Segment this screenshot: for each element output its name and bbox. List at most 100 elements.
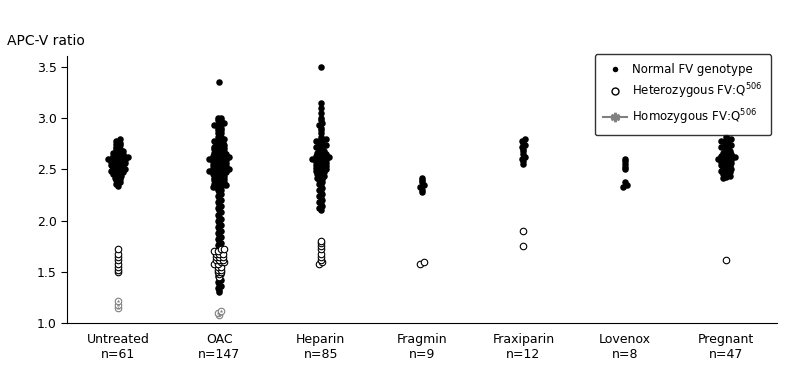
Point (112, 250, 124, 256)
Point (211, 146, 224, 152)
Point (113, 164, 126, 170)
Point (211, 269, 224, 275)
Point (216, 164, 229, 170)
Point (620, 182, 633, 188)
Point (211, 279, 224, 285)
Point (310, 165, 322, 171)
Point (723, 173, 736, 179)
Point (219, 160, 232, 166)
Point (519, 142, 531, 148)
Point (316, 146, 329, 152)
Point (208, 138, 221, 144)
Point (718, 144, 731, 150)
Point (210, 250, 223, 256)
Point (314, 110, 327, 116)
Point (314, 240, 327, 246)
Point (213, 208, 226, 214)
Point (519, 136, 531, 142)
Point (313, 158, 326, 164)
Point (313, 177, 326, 183)
Point (211, 174, 224, 180)
Point (105, 156, 117, 162)
Point (115, 173, 128, 179)
Point (722, 136, 734, 142)
Point (314, 117, 327, 123)
Point (617, 184, 630, 190)
Point (210, 156, 223, 162)
Point (516, 156, 528, 162)
Point (322, 154, 335, 160)
Point (112, 261, 124, 267)
Point (215, 148, 227, 154)
Point (215, 187, 227, 193)
Point (314, 105, 327, 111)
Point (215, 240, 227, 246)
Point (715, 159, 728, 165)
Point (313, 199, 326, 205)
Point (314, 253, 327, 259)
Point (213, 226, 226, 232)
Point (310, 156, 322, 162)
Point (517, 148, 530, 154)
Point (215, 253, 227, 259)
Point (219, 182, 232, 188)
Point (316, 143, 329, 149)
Point (110, 146, 123, 152)
Point (717, 150, 729, 156)
Point (314, 243, 327, 249)
Point (116, 151, 129, 157)
Point (314, 170, 327, 176)
Point (215, 115, 227, 121)
Point (313, 161, 326, 167)
Point (213, 195, 226, 201)
Point (218, 136, 230, 142)
Point (113, 142, 126, 148)
Point (215, 191, 227, 197)
Point (213, 269, 226, 275)
Point (213, 201, 226, 207)
Point (110, 138, 123, 144)
Point (725, 160, 737, 166)
Point (519, 154, 531, 160)
Point (110, 152, 123, 158)
Point (715, 162, 728, 168)
Point (313, 261, 326, 267)
Point (213, 232, 226, 238)
Point (416, 187, 428, 193)
Point (314, 250, 327, 256)
Point (720, 148, 733, 154)
Point (216, 166, 229, 172)
Point (206, 171, 219, 177)
Point (112, 183, 124, 189)
Point (310, 138, 322, 144)
Point (722, 146, 734, 152)
Point (306, 156, 318, 162)
Point (722, 166, 734, 172)
Point (725, 166, 737, 172)
Point (723, 148, 736, 154)
Point (110, 150, 123, 156)
Point (313, 164, 326, 170)
Point (316, 191, 329, 197)
Point (211, 117, 224, 123)
Point (517, 158, 530, 164)
Point (715, 144, 728, 150)
Point (215, 130, 227, 136)
Point (316, 179, 329, 185)
Point (316, 259, 329, 265)
Point (216, 154, 229, 160)
Point (215, 259, 227, 265)
Point (725, 142, 737, 148)
Point (211, 187, 224, 193)
Point (113, 139, 126, 146)
Point (110, 177, 123, 183)
Point (218, 142, 230, 148)
Point (313, 167, 326, 173)
Point (314, 115, 327, 121)
Point (215, 267, 227, 273)
Point (215, 234, 227, 240)
Point (218, 179, 230, 185)
Point (310, 144, 322, 150)
Point (109, 158, 121, 164)
Point (210, 171, 223, 177)
